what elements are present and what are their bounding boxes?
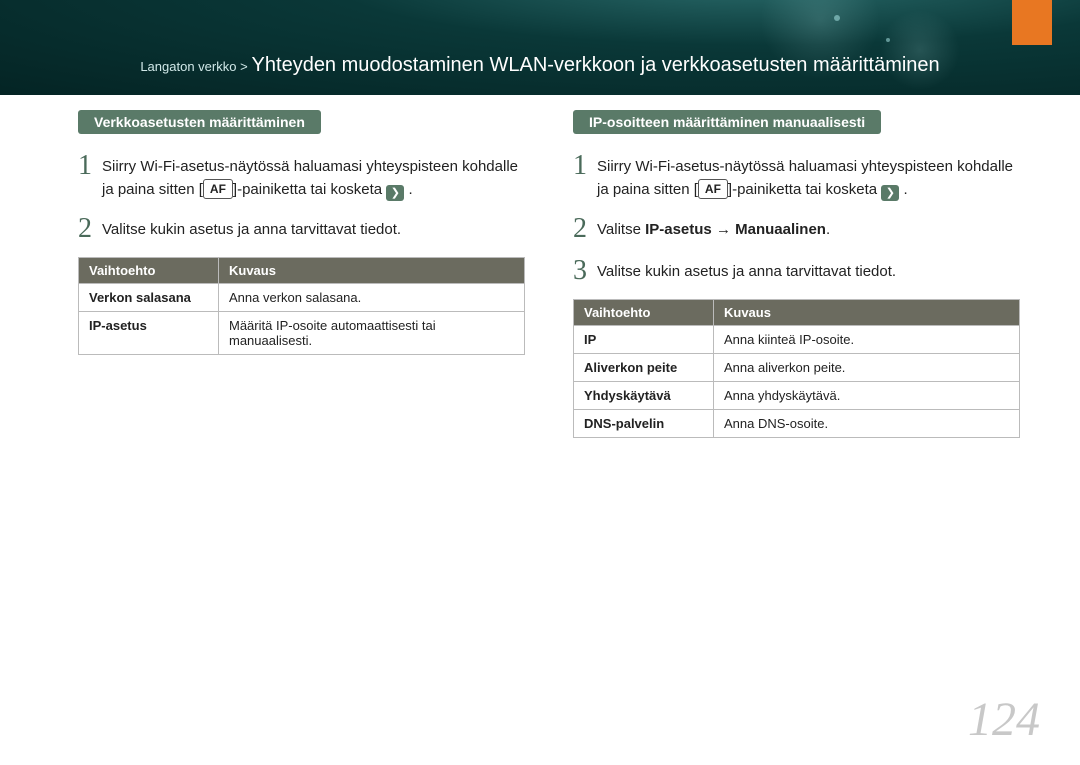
page-number: 124: [968, 692, 1040, 747]
right-column: IP-osoitteen määrittäminen manuaalisesti…: [573, 110, 1020, 438]
section-pill-right: IP-osoitteen määrittäminen manuaalisesti: [573, 110, 881, 134]
table-row: IP-asetus Määritä IP-osoite automaattise…: [79, 312, 525, 355]
step-text: Valitse kukin asetus ja anna tarvittavat…: [102, 215, 401, 242]
step-text: Siirry Wi-Fi-asetus-näytössä haluamasi y…: [102, 152, 525, 201]
left-column: Verkkoasetusten määrittäminen 1 Siirry W…: [78, 110, 525, 438]
right-step-1: 1 Siirry Wi-Fi-asetus-näytössä haluamasi…: [573, 152, 1020, 201]
step-number: 1: [78, 152, 102, 180]
chevron-right-icon: ❯: [386, 185, 404, 201]
header-background: [0, 0, 1080, 95]
right-options-table: Vaihtoehto Kuvaus IP Anna kiinteä IP-oso…: [573, 299, 1020, 438]
table-row: IP Anna kiinteä IP-osoite.: [574, 326, 1020, 354]
right-step-3: 3 Valitse kukin asetus ja anna tarvittav…: [573, 257, 1020, 285]
orange-bookmark-tab: [1012, 0, 1052, 45]
table-header-desc: Kuvaus: [714, 300, 1020, 326]
step-number: 3: [573, 257, 597, 285]
af-icon: AF: [698, 179, 728, 199]
table-row: Aliverkon peite Anna aliverkon peite.: [574, 354, 1020, 382]
step-number: 1: [573, 152, 597, 180]
step-text: Siirry Wi-Fi-asetus-näytössä haluamasi y…: [597, 152, 1020, 201]
right-step-2: 2 Valitse IP-asetus → Manuaalinen.: [573, 215, 1020, 243]
step-text: Valitse IP-asetus → Manuaalinen.: [597, 215, 830, 242]
step-number: 2: [573, 215, 597, 243]
section-pill-left: Verkkoasetusten määrittäminen: [78, 110, 321, 134]
table-header-desc: Kuvaus: [219, 258, 525, 284]
table-row: Verkon salasana Anna verkon salasana.: [79, 284, 525, 312]
content-area: Verkkoasetusten määrittäminen 1 Siirry W…: [78, 110, 1020, 438]
af-icon: AF: [203, 179, 233, 199]
left-options-table: Vaihtoehto Kuvaus Verkon salasana Anna v…: [78, 257, 525, 355]
table-header-option: Vaihtoehto: [574, 300, 714, 326]
left-step-2: 2 Valitse kukin asetus ja anna tarvittav…: [78, 215, 525, 243]
step-number: 2: [78, 215, 102, 243]
table-header-option: Vaihtoehto: [79, 258, 219, 284]
left-step-1: 1 Siirry Wi-Fi-asetus-näytössä haluamasi…: [78, 152, 525, 201]
page-title: Yhteyden muodostaminen WLAN-verkkoon ja …: [252, 54, 940, 76]
step-text: Valitse kukin asetus ja anna tarvittavat…: [597, 257, 896, 284]
table-row: Yhdyskäytävä Anna yhdyskäytävä.: [574, 382, 1020, 410]
table-row: DNS-palvelin Anna DNS-osoite.: [574, 410, 1020, 438]
breadcrumb-path: Langaton verkko >: [140, 59, 247, 74]
breadcrumb: Langaton verkko > Yhteyden muodostaminen…: [0, 54, 1080, 77]
chevron-right-icon: ❯: [881, 185, 899, 201]
